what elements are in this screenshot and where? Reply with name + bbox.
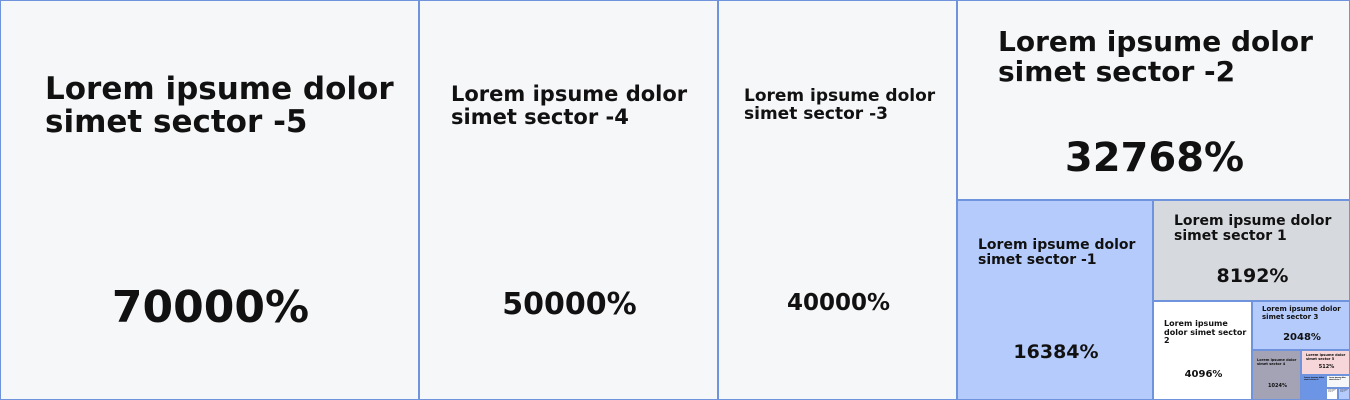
tile-label: Lorem ipsume dolor simet sector -1 [978, 237, 1136, 269]
treemap-tile: Lorem ipsume dolor simet sector -1 16384% [957, 200, 1153, 400]
tile-label: Lorem ipsume dolor simet sector -4 [451, 82, 688, 129]
treemap-tile: Lorem ipsume dolor simet sector -4 50000% [419, 0, 718, 400]
tile-label: Lorem ipsume dolor simet sector -3 [744, 86, 936, 125]
treemap-tile: Lorem ipsume dolor simet sector 6 [1301, 375, 1326, 400]
treemap-tile: Lorem ipsume dolor simet sector 3 2048% [1252, 301, 1350, 350]
tile-label: Lorem ipsume dolor simet sector 5 [1306, 353, 1346, 361]
treemap-tile: Lorem ipsume dolor simet sector 4 1024% [1252, 350, 1301, 400]
tile-label: Lorem ipsume dolor simet sector 3 [1262, 305, 1341, 321]
tile-label: Lorem ipsume dolor simet sector 7 [1329, 378, 1346, 381]
treemap-tile: Lorem ipsume dolor simet sector -2 32768% [957, 0, 1350, 200]
tile-value: 40000% [786, 290, 891, 316]
tile-value: 8192% [1216, 265, 1289, 287]
tile-label: Lorem ipsume dolor simet sector -5 [45, 71, 394, 141]
tile-label: Lorem ipsume dolor simet sector 1 [1174, 213, 1332, 245]
treemap-tile: Lorem ipsume dolor simet sector 1 8192% [1153, 200, 1350, 301]
tile-label: Lorem ipsume dolor simet sector 4 [1257, 358, 1297, 366]
tile-value: 2048% [1283, 332, 1321, 343]
tile-label: Lorem ipsume dolor simet sector 6 [1304, 377, 1325, 381]
tile-value: 1024% [1268, 383, 1287, 389]
treemap-tile: Lorem ipsume dolor simet sector 5 512% [1301, 350, 1350, 375]
tile-value: 70000% [111, 282, 310, 333]
tile-value: 32768% [1064, 135, 1245, 181]
tile-value: 50000% [502, 287, 637, 322]
treemap-tile: Lorem ipsume dolor simet sector -5 70000% [0, 0, 419, 400]
tile-label: Lorem ipsume dolor simet sector 2 [1164, 319, 1247, 346]
tile-label: Lorem ipsume dolor simet sector 9 [1340, 390, 1348, 394]
tile-value: 16384% [1013, 341, 1099, 363]
tile-value: 512% [1318, 364, 1335, 370]
tile-label: Lorem ipsume dolor simet sector 8 [1328, 390, 1336, 394]
treemap-tile: Lorem ipsume dolor simet sector -3 40000% [718, 0, 957, 400]
treemap-tile: Lorem ipsume dolor simet sector 2 4096% [1153, 301, 1252, 400]
treemap-tile: Lorem ipsume dolor simet sector 7 [1326, 375, 1350, 388]
tile-value: 4096% [1184, 369, 1223, 380]
treemap-tile: Lorem ipsume dolor simet sector 9 [1338, 388, 1350, 400]
tile-label: Lorem ipsume dolor simet sector -2 [998, 25, 1313, 89]
treemap-tile: Lorem ipsume dolor simet sector 8 [1326, 388, 1338, 400]
